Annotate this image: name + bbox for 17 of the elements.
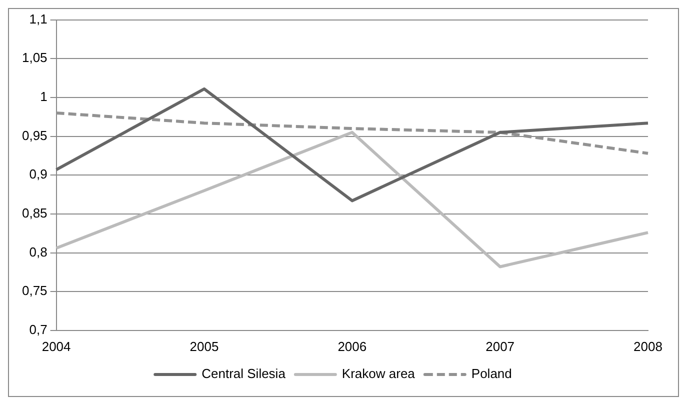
y-tick-label: 0,7 xyxy=(29,322,48,337)
y-tick-label: 0,85 xyxy=(22,206,48,221)
x-tick-label: 2004 xyxy=(42,338,71,354)
y-tick-label: 0,9 xyxy=(29,166,48,182)
y-tick-label: 1,1 xyxy=(29,11,48,26)
y-tick-label: 0,95 xyxy=(22,128,48,143)
x-tick-label: 2007 xyxy=(486,338,515,354)
x-tick-label: 2006 xyxy=(338,338,367,354)
x-tick-label: 2008 xyxy=(634,338,662,354)
y-tick-label: 0,8 xyxy=(29,244,48,260)
legend-label: Central Silesia xyxy=(202,366,286,382)
legend-label: Krakow area xyxy=(342,366,416,382)
y-tick-label: 1 xyxy=(40,89,48,104)
y-tick-label: 0,75 xyxy=(22,283,48,298)
y-tick-label: 1,05 xyxy=(22,50,48,66)
legend-label: Poland xyxy=(471,366,512,382)
x-tick-label: 2005 xyxy=(190,338,219,354)
